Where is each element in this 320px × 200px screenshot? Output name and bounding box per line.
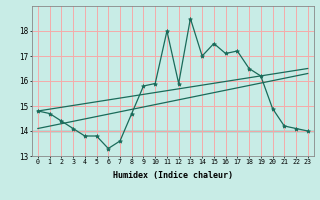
X-axis label: Humidex (Indice chaleur): Humidex (Indice chaleur)	[113, 171, 233, 180]
